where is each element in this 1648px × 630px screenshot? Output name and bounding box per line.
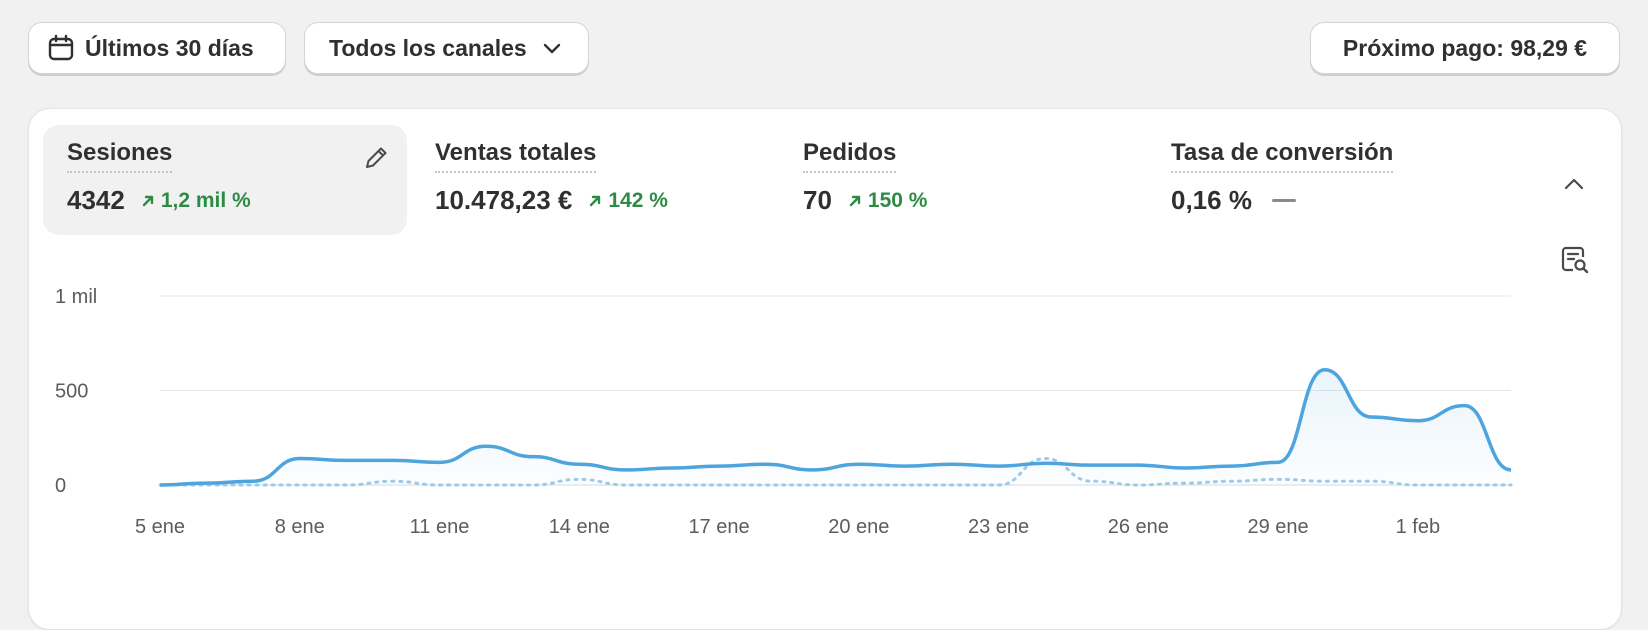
- date-range-button[interactable]: Últimos 30 días: [28, 22, 286, 74]
- metric-value: 0,16 %: [1171, 185, 1252, 215]
- metric-conversion-rate[interactable]: Tasa de conversión 0,16 %: [1147, 125, 1511, 235]
- series-area: [160, 369, 1511, 485]
- y-tick-label: 500: [55, 381, 88, 403]
- analytics-card: Sesiones 4342 1,2 mil % Ventas totales 1…: [28, 108, 1622, 630]
- date-range-label: Últimos 30 días: [85, 34, 254, 61]
- arrow-up-right-icon: [142, 195, 154, 206]
- payout-label: Próximo pago: 98,29 €: [1342, 34, 1588, 61]
- metric-sessions[interactable]: Sesiones 4342 1,2 mil %: [43, 125, 407, 235]
- channel-label: Todos los canales: [329, 34, 527, 61]
- report-search-icon[interactable]: [1559, 245, 1589, 275]
- pencil-icon[interactable]: [361, 143, 391, 173]
- metric-change: 142 %: [588, 189, 668, 213]
- x-tick-label: 26 ene: [1108, 516, 1169, 538]
- x-tick-label: 23 ene: [968, 516, 1029, 538]
- payout-button[interactable]: Próximo pago: 98,29 €: [1310, 22, 1620, 74]
- metric-change: 150 %: [848, 188, 928, 213]
- metric-change: 1,2 mil %: [141, 189, 251, 213]
- metric-change-value: 142 %: [608, 188, 668, 212]
- channel-select[interactable]: Todos los canales: [304, 22, 589, 74]
- metric-value: 4342: [67, 185, 125, 215]
- sessions-line-chart: 0 500 1 mil 5 ene 8 ene 11 ene 14 ene 17 ene 20 …: [55, 286, 1513, 538]
- metric-label: Pedidos: [803, 139, 897, 173]
- series-line-sessions: [159, 367, 1512, 487]
- toolbar: Últimos 30 días Todos los canales Próxim…: [28, 22, 1620, 76]
- metric-change-value: 150 %: [867, 188, 928, 212]
- x-tick-label: 29 ene: [1247, 516, 1308, 538]
- x-tick-label: 8 ene: [275, 516, 325, 538]
- x-tick-label: 11 ene: [410, 516, 470, 538]
- series-line-comparison: [158, 457, 1513, 487]
- x-tick-label: 1 feb: [1396, 516, 1440, 538]
- y-tick-label: 0: [55, 475, 66, 497]
- metric-value: 70: [803, 185, 832, 215]
- x-tick-label: 14 ene: [549, 516, 610, 538]
- arrow-up-right-icon: [590, 195, 601, 206]
- metric-change-value: 1,2 mil %: [160, 188, 251, 212]
- y-tick-label: 1 mil: [55, 286, 97, 308]
- metric-value: 10.478,23 €: [435, 185, 573, 215]
- x-tick-label: 20 ene: [828, 516, 889, 538]
- calendar-icon: [48, 34, 74, 61]
- metric-total-sales[interactable]: Ventas totales 10.478,23 € 142 %: [411, 125, 775, 235]
- chevron-up-icon[interactable]: [1561, 171, 1587, 197]
- chevron-down-icon: [543, 43, 560, 54]
- no-change-dash: [1271, 199, 1296, 202]
- metric-label: Sesiones: [67, 139, 173, 173]
- metric-label: Tasa de conversión: [1171, 139, 1394, 173]
- metric-orders[interactable]: Pedidos 70 150 %: [779, 125, 1143, 235]
- x-tick-label: 17 ene: [688, 516, 749, 538]
- arrow-up-right-icon: [849, 195, 861, 206]
- metric-label: Ventas totales: [435, 139, 597, 173]
- x-tick-label: 5 ene: [135, 516, 185, 538]
